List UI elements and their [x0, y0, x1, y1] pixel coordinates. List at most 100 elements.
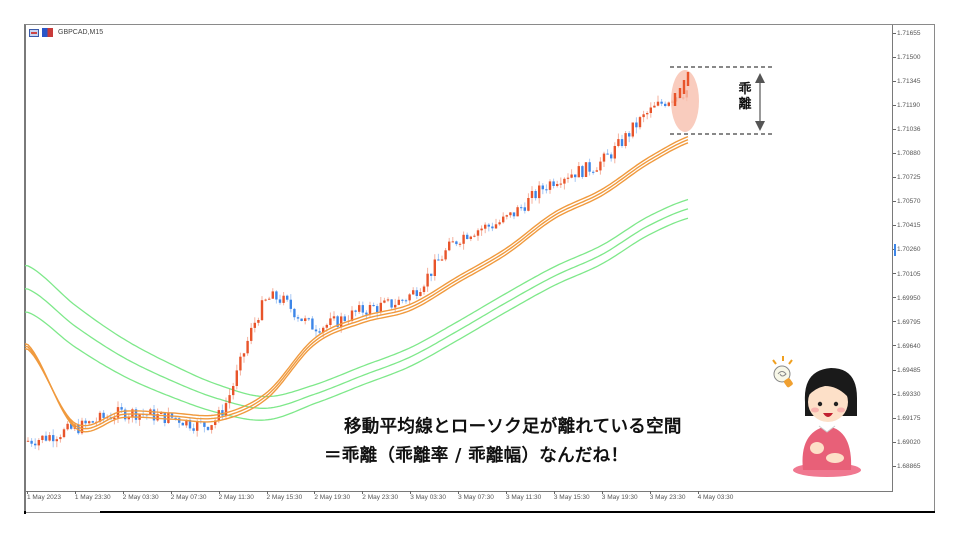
bull-candle: [304, 318, 307, 321]
bull-candle: [448, 241, 451, 251]
bull-candle: [617, 139, 620, 146]
bull-candle: [232, 386, 235, 396]
bear-candle: [307, 318, 310, 320]
bear-candle: [91, 421, 94, 423]
bull-candle: [253, 322, 256, 328]
bull-candle: [509, 212, 512, 216]
bull-candle: [656, 101, 660, 106]
bear-candle: [523, 207, 526, 211]
time-tick-label: 2 May 03:30: [122, 491, 159, 501]
bear-candle: [170, 412, 174, 418]
bull-candle: [386, 299, 390, 301]
bull-candle: [419, 292, 422, 296]
bull-candle: [55, 439, 58, 442]
bull-candle: [246, 340, 249, 354]
bull-candle: [505, 215, 508, 217]
bull-candle: [653, 105, 656, 108]
bull-candle: [631, 122, 634, 137]
bull-candle: [538, 185, 541, 199]
bear-candle: [635, 122, 638, 128]
bear-candle: [314, 329, 318, 332]
bull-candle: [646, 113, 649, 115]
bear-candle: [120, 407, 123, 410]
bear-candle: [487, 224, 490, 227]
horizontal-scrollbar[interactable]: [100, 511, 935, 513]
bear-candle: [296, 317, 300, 319]
symbol-label: GBPCAD,M15: [58, 29, 104, 36]
one-click-trading-icon[interactable]: [42, 28, 53, 37]
price-tick-label: 1.71500: [893, 54, 921, 61]
bear-candle: [415, 290, 418, 296]
bull-candle: [440, 259, 444, 261]
bull-candle: [66, 423, 69, 430]
bull-candle: [88, 421, 91, 424]
price-tick-label: 1.70105: [893, 271, 921, 278]
bear-candle: [628, 133, 631, 137]
bear-candle: [610, 154, 613, 159]
bear-candle: [376, 306, 379, 312]
time-tick-label: 3 May 03:30: [410, 491, 446, 501]
bear-candle: [534, 191, 537, 199]
bear-candle: [541, 185, 544, 190]
bull-candle: [570, 174, 573, 178]
chart-window-icon[interactable]: [29, 28, 39, 37]
bull-candle: [48, 435, 51, 441]
bear-candle: [545, 189, 548, 191]
price-tick-label: 1.69485: [893, 367, 921, 374]
plot-area[interactable]: [25, 25, 893, 492]
bull-candle: [602, 153, 606, 162]
candlestick-chart: [25, 66, 772, 451]
bear-candle: [660, 101, 663, 104]
time-tick-label: 2 May 11:30: [218, 491, 254, 501]
time-tick-label: 3 May 19:30: [601, 491, 638, 501]
bear-candle: [178, 418, 181, 423]
bull-candle: [394, 304, 397, 308]
bear-candle: [581, 166, 584, 177]
bull-candle: [368, 305, 372, 315]
bull-candle: [196, 421, 199, 431]
bear-candle: [455, 241, 458, 245]
bear-candle: [588, 162, 591, 172]
bear-candle: [102, 412, 105, 418]
bear-candle: [181, 422, 184, 426]
bull-candle: [379, 302, 382, 312]
bear-candle: [293, 308, 296, 318]
bull-candle: [480, 228, 483, 231]
bear-candle: [404, 300, 408, 302]
bull-candle: [80, 420, 84, 434]
time-tick-label: 2 May 07:30: [170, 491, 207, 501]
bear-candle: [44, 435, 48, 441]
bull-candle: [577, 166, 580, 178]
bear-candle: [620, 139, 624, 146]
price-tick-label: 1.71190: [893, 102, 920, 109]
caption-line-1: 移動平均線とローソク足が離れている空間: [344, 417, 682, 437]
bull-candle: [322, 327, 325, 333]
bull-candle: [239, 356, 242, 371]
price-tick-label: 1.69330: [893, 391, 921, 398]
bull-candle: [113, 417, 116, 420]
bull-candle: [282, 295, 285, 303]
bull-candle: [62, 429, 66, 438]
bull-candle: [502, 216, 505, 223]
bull-candle: [476, 230, 480, 236]
time-tick-label: 2 May 19:30: [314, 491, 351, 501]
bear-candle: [203, 422, 206, 427]
bull-candle: [408, 294, 411, 301]
bear-candle: [163, 412, 166, 423]
bull-candle: [642, 114, 645, 118]
bear-candle: [372, 305, 375, 307]
bear-candle: [512, 212, 516, 217]
bull-candle: [584, 162, 588, 177]
bull-candle: [59, 437, 62, 440]
time-axis: 1 May 2023 1 May 23:30 2 May 03:30 2 May 07…: [25, 491, 893, 510]
bear-candle: [491, 226, 494, 229]
bear-candle: [275, 291, 278, 300]
bull-candle: [599, 161, 602, 171]
bull-candle: [458, 243, 462, 245]
price-tick-label: 1.69950: [893, 295, 921, 302]
bull-candle: [556, 184, 559, 186]
bull-candle: [494, 224, 498, 229]
short-ma-line: [25, 135, 689, 427]
bull-candle: [559, 183, 562, 185]
price-tick-label: 1.70570: [893, 198, 921, 205]
